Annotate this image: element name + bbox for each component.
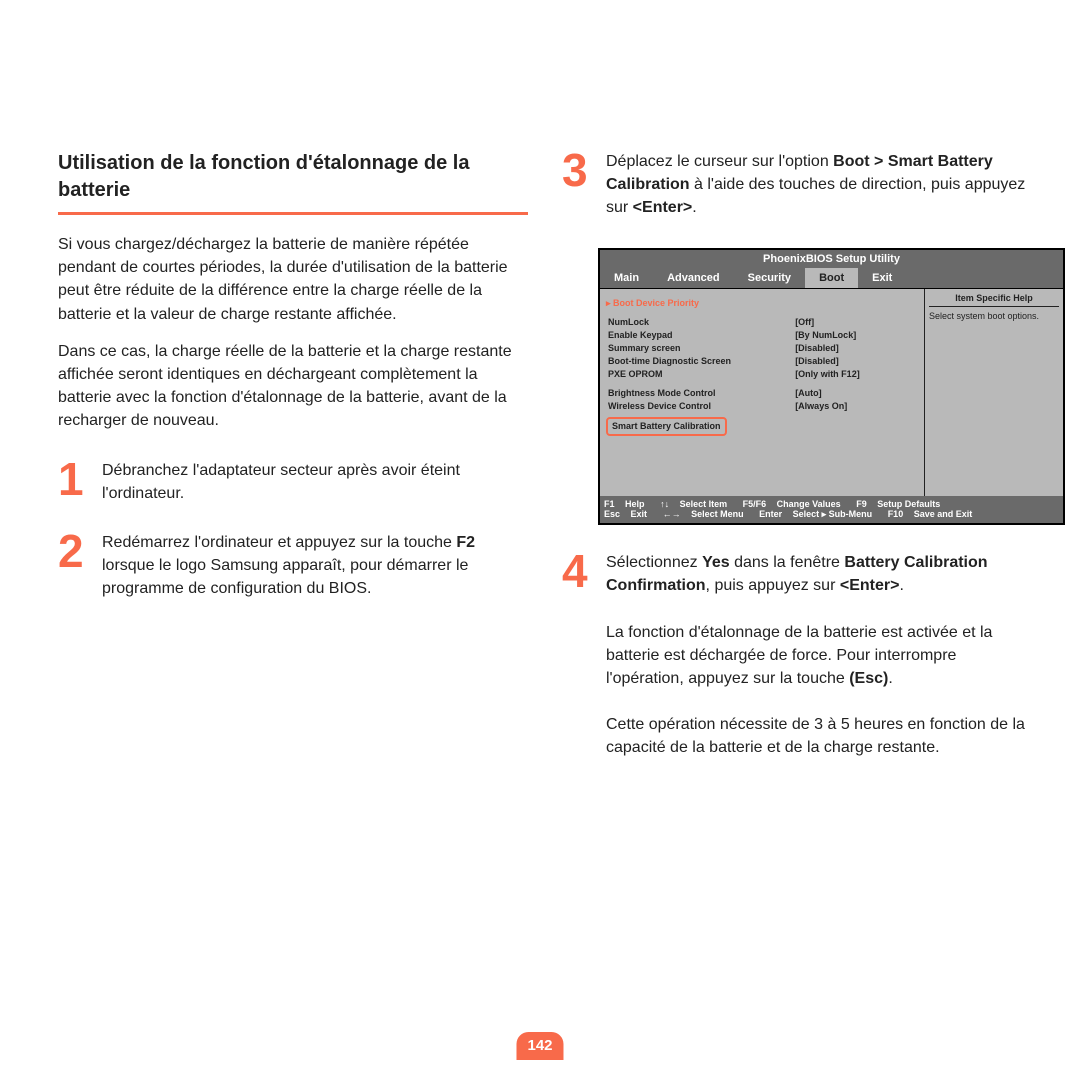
r20v: [Auto]	[793, 387, 918, 400]
bios-tab-exit: Exit	[858, 268, 906, 288]
fa1: ↑↓	[660, 499, 669, 509]
step2-part-a: Redémarrez l'ordinateur et appuyez sur l…	[102, 534, 456, 551]
r2k: Summary screen	[606, 342, 793, 355]
r0v: [Off]	[793, 316, 918, 329]
step-text-4: Sélectionnez Yes dans la fenêtre Battery…	[606, 551, 1032, 760]
bios-help-header: Item Specific Help	[929, 293, 1059, 307]
fsi: Select Item	[680, 499, 728, 509]
s4p3: Cette opération nécessite de 3 à 5 heure…	[606, 716, 1025, 756]
r1v: [By NumLock]	[793, 329, 918, 342]
step-text-1: Débranchez l'adaptateur secteur après av…	[102, 459, 528, 505]
step-2: 2 Redémarrez l'ordinateur et appuyez sur…	[58, 531, 528, 601]
ff10: F10	[888, 509, 904, 519]
r4v: [Only with F12]	[793, 368, 918, 381]
page-number: 142	[516, 1032, 563, 1060]
step-number-2: 2	[58, 531, 92, 572]
ff1: F1	[604, 499, 615, 509]
bios-smart-battery-highlight: Smart Battery Calibration	[606, 417, 727, 436]
heading-rule	[58, 212, 528, 215]
section-heading: Utilisation de la fonction d'étalonnage …	[58, 150, 528, 204]
step-text-2: Redémarrez l'ordinateur et appuyez sur l…	[102, 531, 528, 601]
bios-body: ▸ Boot Device Priority NumLock[Off] Enab…	[600, 288, 1063, 496]
left-column: Utilisation de la fonction d'étalonnage …	[58, 150, 528, 600]
fsetup: Setup Defaults	[877, 499, 940, 509]
bios-tab-main: Main	[600, 268, 653, 288]
fesc: Esc	[604, 509, 620, 519]
bios-tab-boot: Boot	[805, 268, 858, 288]
s3a: Déplacez le curseur sur l'option	[606, 153, 833, 170]
s4p2b: (Esc)	[849, 670, 888, 687]
step-text-3: Déplacez le curseur sur l'option Boot > …	[606, 150, 1032, 220]
ff9: F9	[856, 499, 867, 509]
fsm: Select Menu	[691, 509, 744, 519]
bios-tab-security: Security	[734, 268, 805, 288]
intro-paragraph-2: Dans ce cas, la charge réelle de la batt…	[58, 340, 528, 433]
fexit: Exit	[631, 509, 648, 519]
r3k: Boot-time Diagnostic Screen	[606, 355, 793, 368]
s4p2c: .	[888, 670, 892, 687]
step-4: 4 Sélectionnez Yes dans la fenêtre Batte…	[562, 551, 1032, 760]
fent: Enter	[759, 509, 782, 519]
s4b: Yes	[702, 554, 730, 571]
r20k: Brightness Mode Control	[606, 387, 793, 400]
s4a: Sélectionnez	[606, 554, 702, 571]
fa2: ←→	[663, 509, 681, 519]
s4p2a: La fonction d'étalonnage de la batterie …	[606, 624, 992, 687]
s4f: <Enter>	[840, 577, 900, 594]
s4g: .	[899, 577, 903, 594]
bios-footer: F1 Help ↑↓ Select Item F5/F6 Change Valu…	[600, 496, 1063, 523]
bios-settings-table: NumLock[Off] Enable Keypad[By NumLock] S…	[606, 316, 918, 413]
s3d: <Enter>	[633, 199, 693, 216]
fhelp: Help	[625, 499, 645, 509]
bios-boot-priority: ▸ Boot Device Priority	[606, 297, 918, 310]
step-3: 3 Déplacez le curseur sur l'option Boot …	[562, 150, 1032, 220]
r2v: [Disabled]	[793, 342, 918, 355]
r21k: Wireless Device Control	[606, 400, 793, 413]
step2-key: F2	[456, 534, 475, 551]
step-number-3: 3	[562, 150, 596, 191]
fsave: Save and Exit	[914, 509, 973, 519]
r0k: NumLock	[606, 316, 793, 329]
bios-main-pane: ▸ Boot Device Priority NumLock[Off] Enab…	[600, 289, 925, 496]
fchg: Change Values	[777, 499, 841, 509]
bios-tabs: Main Advanced Security Boot Exit	[600, 268, 1063, 288]
r21v: [Always On]	[793, 400, 918, 413]
bios-help-text: Select system boot options.	[929, 311, 1059, 321]
bios-title: PhoenixBIOS Setup Utility	[600, 250, 1063, 268]
step2-part-c: lorsque le logo Samsung apparaît, pour d…	[102, 557, 468, 597]
s4e: , puis appuyez sur	[706, 577, 840, 594]
r3v: [Disabled]	[793, 355, 918, 368]
fsub: Select ▸ Sub-Menu	[793, 509, 873, 519]
bios-screenshot: PhoenixBIOS Setup Utility Main Advanced …	[598, 248, 1065, 525]
step-1: 1 Débranchez l'adaptateur secteur après …	[58, 459, 528, 505]
s4c: dans la fenêtre	[730, 554, 845, 571]
step-number-4: 4	[562, 551, 596, 592]
bios-tab-advanced: Advanced	[653, 268, 734, 288]
s3e: .	[692, 199, 696, 216]
r1k: Enable Keypad	[606, 329, 793, 342]
step-number-1: 1	[58, 459, 92, 500]
r4k: PXE OPROM	[606, 368, 793, 381]
ff56: F5/F6	[743, 499, 767, 509]
intro-paragraph-1: Si vous chargez/déchargez la batterie de…	[58, 233, 528, 326]
right-column: 3 Déplacez le curseur sur l'option Boot …	[562, 150, 1032, 760]
bios-help-pane: Item Specific Help Select system boot op…	[925, 289, 1063, 496]
